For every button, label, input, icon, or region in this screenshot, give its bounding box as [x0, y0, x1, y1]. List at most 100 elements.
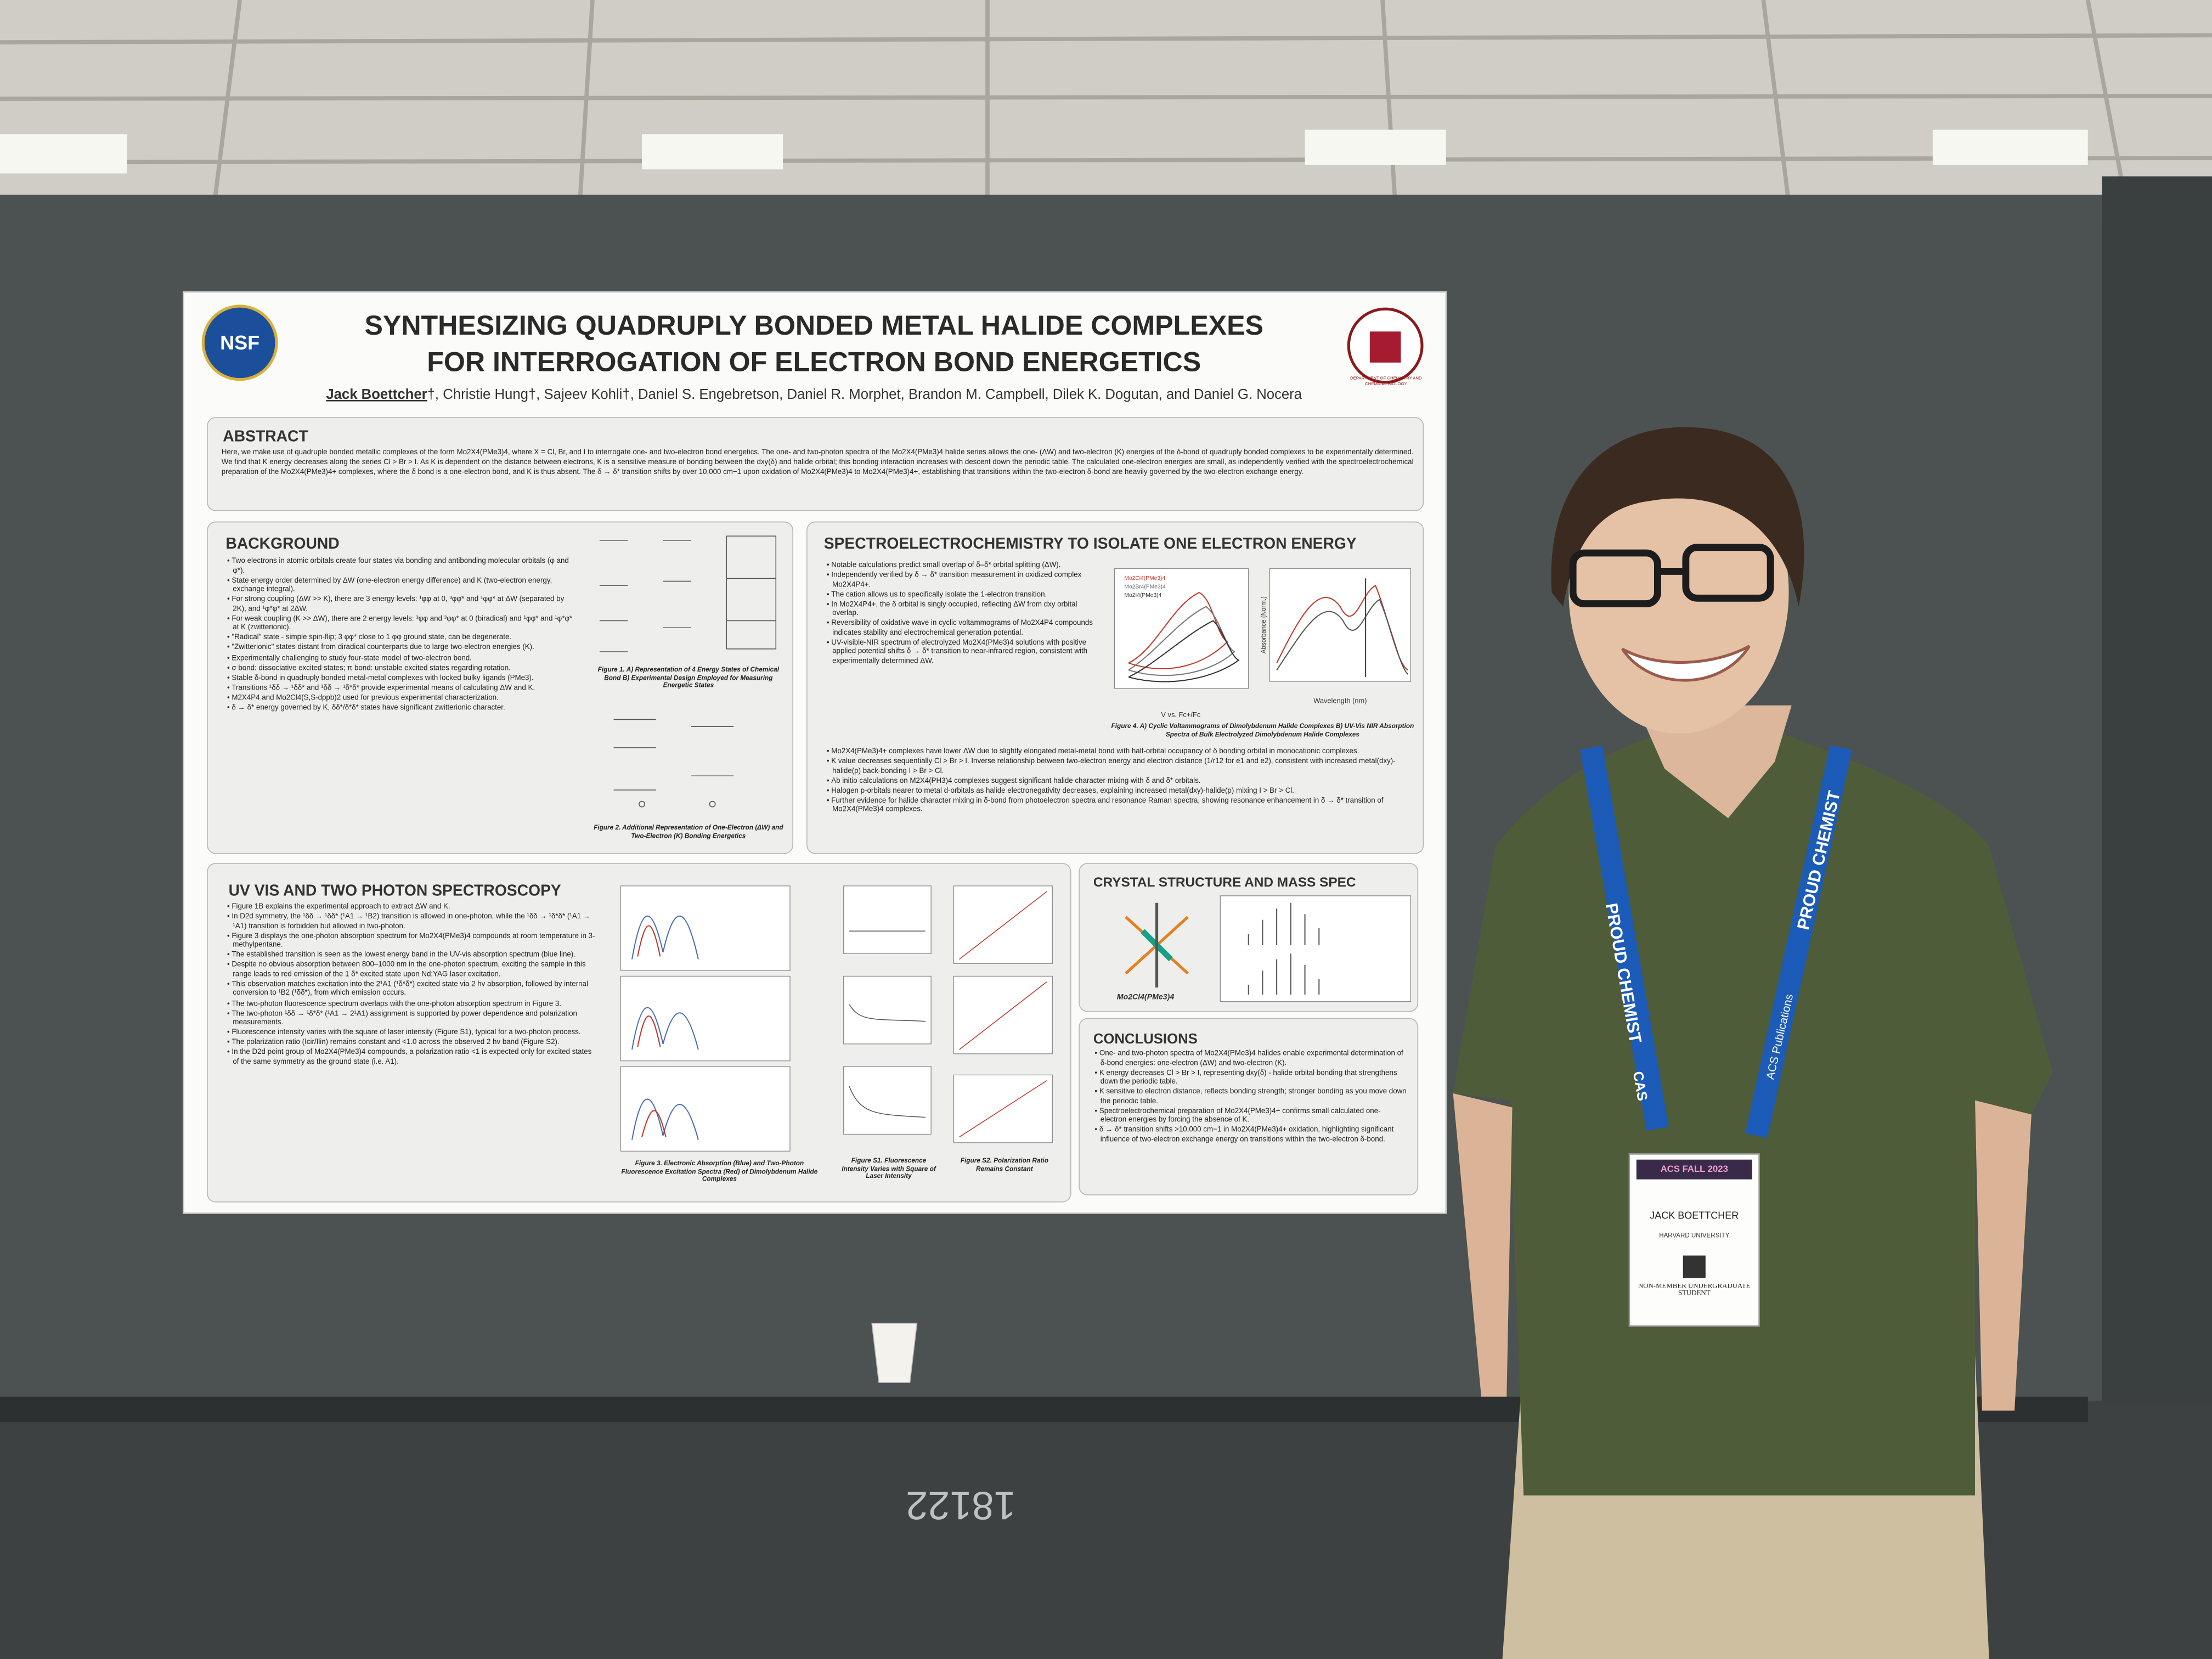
nsf-logo [201, 304, 278, 381]
ceiling [0, 0, 2212, 226]
energy-diagram [599, 535, 777, 808]
smile [1621, 645, 1751, 682]
bullet: This observation matches excitation into… [225, 980, 599, 998]
uvvis-list-box: Figure 1B explains the experimental appr… [225, 903, 599, 1199]
bullet: Further evidence for halide character mi… [825, 797, 1410, 815]
bullet: K sensitive to electron distance, reflec… [1093, 1088, 1407, 1106]
bullet: δ → δ* transition shifts >10,000 cm−1 in… [1093, 1126, 1407, 1144]
badge-status-box: NON-MEMBER UNDERGRADUATE STUDENT [1638, 1284, 1751, 1298]
first-author: Jack Boettcher [326, 387, 427, 402]
figure-caption: Figure 4. A) Cyclic Voltammograms of Dim… [1111, 722, 1414, 737]
bullet: Two electrons in atomic orbitals create … [225, 557, 578, 575]
bullet: In the D2d point group of Mo2X4(PMe3)4 c… [225, 1049, 599, 1067]
bullet: State energy order determined by ΔW (one… [225, 577, 578, 595]
nsf-logo-text: NSF [220, 331, 259, 354]
uvvis-plot [1269, 568, 1412, 682]
floor-marking: 18122 [906, 1483, 1015, 1527]
legend-entry: Mo2Br4(PMe3)4 [1124, 584, 1166, 590]
neck [1636, 705, 1792, 819]
badge-banner [1636, 1159, 1752, 1180]
bullet: Figure 3 displays the one-photon absorpt… [225, 932, 599, 950]
abstract-box-text: Here, we make use of quadruple bonded me… [221, 448, 1414, 476]
board-side [2102, 176, 2212, 1404]
ceiling-lights [0, 129, 2088, 174]
uvvis-curves [1276, 578, 1409, 678]
authors: Jack Boettcher†, Christie Hung†, Sajeev … [326, 387, 1302, 402]
bullet: The established transition is seen as th… [225, 951, 599, 961]
section-heading: SPECTROELECTROCHEMISTRY TO ISOLATE ONE E… [824, 534, 1357, 552]
cv-curves [1128, 591, 1240, 682]
hair [1551, 427, 1804, 607]
bullet: The two-photon ¹δδ → ¹δ*δ* (¹A1 → 2¹A1) … [225, 1009, 599, 1028]
bullet: Halogen p-orbitals nearer to metal d-orb… [825, 787, 1410, 796]
abstract-text: Here, we make use of quadruple bonded me… [221, 448, 1414, 476]
spectro-lower-list-box: Mo2X4(PMe3)4+ complexes have lower ΔW du… [825, 748, 1410, 849]
bullet: The cation allows us to specifically iso… [825, 591, 1100, 600]
badge-affiliation: HARVARD UNIVERSITY [1659, 1233, 1729, 1239]
axis-label: Absorbance (Norm.) [1261, 596, 1267, 653]
mass-spec-lines [1248, 902, 1320, 995]
bullet: K value decreases sequentially Cl > Br >… [825, 758, 1410, 776]
bullet: The polarization ratio (Icir/Ilin) remai… [225, 1039, 599, 1048]
caption-box: Figure S2. Polarization Ratio Remains Co… [960, 1156, 1048, 1172]
badge-event: ACS FALL 2023 [1661, 1164, 1728, 1174]
bullet: Stable δ-bond in quadruply bonded metal-… [225, 674, 578, 684]
figure-caption: Figure S2. Polarization Ratio Remains Co… [960, 1156, 1048, 1172]
axis-label: V vs. Fc+/Fc [1161, 710, 1200, 719]
bullet-list: Figure 1B explains the experimental appr… [225, 903, 599, 1067]
figure-caption: Figure S1. Fluorescence Intensity Varies… [842, 1156, 936, 1180]
badge-name: JACK BOETTCHER [1650, 1210, 1739, 1221]
bullet: Mo2X4(PMe3)4+ complexes have lower ΔW du… [825, 748, 1410, 757]
bullet: For weak coupling (K >> ΔW), there are 2… [225, 615, 578, 633]
bullet: For strong coupling (ΔW >> K), there are… [225, 596, 578, 614]
section-heading: CRYSTAL STRUCTURE AND MASS SPEC [1093, 875, 1356, 890]
seal-text: DEPARTMENT OF CHEMISTRY AND CHEMICAL BIO… [1350, 375, 1422, 387]
caption-box: Figure 4. A) Cyclic Voltammograms of Dim… [1111, 722, 1414, 737]
bullet: "Zwitterionic" states distant from dirad… [225, 644, 578, 653]
bullet: K energy decreases Cl > Br > I, represen… [1093, 1069, 1407, 1087]
bullet: UV-visible-NIR spectrum of electrolyzed … [825, 639, 1100, 667]
title-line: FOR INTERROGATION OF ELECTRON BOND ENERG… [427, 347, 1201, 377]
caption-box: Figure 1. A) Representation of 4 Energy … [598, 666, 779, 689]
bullet: Ab initio calculations on M2X4(PH3)4 com… [825, 777, 1410, 786]
bullet: Spectroelectrochemical preparation of Mo… [1093, 1107, 1407, 1125]
bullet: In Mo2X4P4+, the δ orbital is singly occ… [825, 601, 1100, 619]
spectro-list-box: Notable calculations predict small overl… [825, 561, 1100, 759]
section-heading: ABSTRACT [223, 427, 308, 445]
glasses [1569, 544, 1774, 608]
section-heading: CONCLUSIONS [1093, 1031, 1198, 1047]
bullet-list: One- and two-photon spectra of Mo2X4(PMe… [1093, 1049, 1407, 1144]
legend-entry: Mo2I4(PMe3)4 [1124, 592, 1161, 599]
title-line: SYNTHESIZING QUADRUPLY BONDED METAL HALI… [364, 310, 1263, 341]
name-badge [1628, 1153, 1760, 1327]
background-list-box: Two electrons in atomic orbitals create … [225, 557, 578, 851]
bullet-list: Two electrons in atomic orbitals create … [225, 557, 578, 713]
caption-box: Figure S1. Fluorescence Intensity Varies… [842, 1156, 936, 1180]
bullet: "Radical" state - simple spin-flip; 3 φφ… [225, 634, 578, 644]
axis-label: Wavelength (nm) [1313, 696, 1367, 704]
abstract-box [207, 417, 1424, 511]
caption-box: Figure 3. Electronic Absorption (Blue) a… [621, 1159, 818, 1182]
bullet: The two-photon fluorescence spectrum ove… [225, 1000, 599, 1009]
bullet: Figure 1B explains the experimental appr… [225, 903, 599, 912]
bullet: M2X4P4 and Mo2Cl4(S,S-dppb)2 used for pr… [225, 694, 578, 703]
bullet: Notable calculations predict small overl… [825, 561, 1100, 571]
bullet: δ → δ* energy governed by K, δδ*/δ*δ* st… [225, 704, 578, 713]
caption-box: Figure 2. Additional Representation of O… [594, 823, 783, 839]
bullet: Fluorescence intensity varies with the s… [225, 1029, 599, 1038]
bullet: Reversibility of oxidative wave in cycli… [825, 620, 1100, 638]
right-arm [1975, 1100, 2032, 1411]
bullet: In D2d symmetry, the ¹δδ → ¹δδ* (¹A1 → ¹… [225, 913, 599, 931]
bullet: Experimentally challenging to study four… [225, 654, 578, 663]
figure-caption: Figure 3. Electronic Absorption (Blue) a… [621, 1159, 818, 1182]
lanyard [1580, 745, 1852, 1138]
seal-text-box: DEPARTMENT OF CHEMISTRY AND CHEMICAL BIO… [1350, 375, 1422, 387]
bullet: Transitions ¹δδ → ¹δδ* and ¹δδ → ¹δ*δ* p… [225, 684, 578, 693]
bullet: One- and two-photon spectra of Mo2X4(PMe… [1093, 1049, 1407, 1068]
bullet-list: Notable calculations predict small overl… [825, 561, 1100, 666]
figure-caption: Figure 2. Additional Representation of O… [594, 823, 783, 839]
bullet: σ bond: dissociative excited states; π b… [225, 664, 578, 673]
mass-spec-plot [1220, 895, 1412, 1002]
